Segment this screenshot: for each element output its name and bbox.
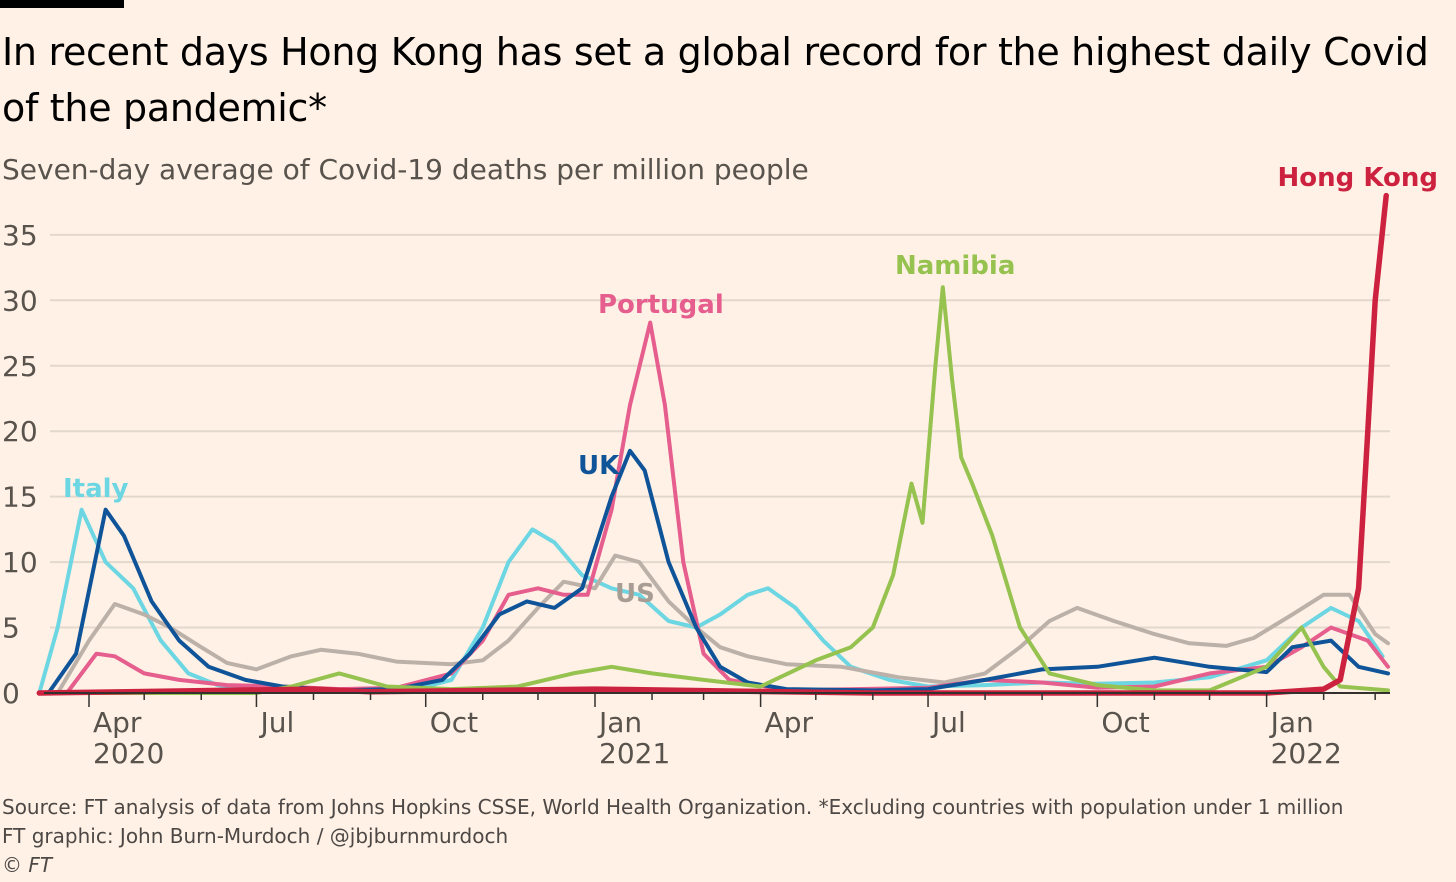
chart-title: In recent days Hong Kong has set a globa… <box>2 24 1456 136</box>
x-tick-label: Jul <box>930 706 966 739</box>
y-tick-label: 5 <box>2 612 20 645</box>
credit-note: FT graphic: John Burn-Murdoch / @jbjburn… <box>2 824 509 848</box>
series-label-uk: UK <box>578 451 620 481</box>
series-line-uk <box>46 448 1390 695</box>
x-tick-label: Jan <box>597 706 642 739</box>
copyright: © FT <box>2 853 53 877</box>
x-tick-label: Apr <box>765 706 814 739</box>
x-tick-label: Jan <box>1269 706 1314 739</box>
x-tick-label: Jul <box>258 706 294 739</box>
y-tick-label: 25 <box>2 350 38 383</box>
series-line-portugal <box>64 320 1390 695</box>
title-line-1: In recent days Hong Kong has set a globa… <box>2 30 1429 74</box>
title-line-2: of the pandemic* <box>2 86 327 130</box>
ft-brand-bar <box>0 0 124 8</box>
y-tick-label: 10 <box>2 546 38 579</box>
series-line-italy <box>37 507 1385 695</box>
x-tick-year: 2020 <box>93 737 164 770</box>
x-tick-year: 2021 <box>599 737 670 770</box>
series-line-namibia <box>37 285 1390 695</box>
chart-subtitle: Seven-day average of Covid-19 deaths per… <box>2 153 809 186</box>
x-tick-label: Oct <box>1101 706 1149 739</box>
series-label-namibia: Namibia <box>895 251 1015 281</box>
series-label-hong-kong: Hong Kong <box>1278 163 1438 193</box>
series-label-portugal: Portugal <box>598 290 724 320</box>
y-tick-label: 15 <box>2 481 38 514</box>
series-line-hong-kong <box>36 192 1389 696</box>
x-tick-label: Apr <box>93 706 142 739</box>
y-tick-label: 20 <box>2 415 38 448</box>
series-label-us: US <box>615 579 655 609</box>
y-tick-label: 35 <box>2 219 38 252</box>
x-tick-label: Oct <box>430 706 478 739</box>
y-tick-label: 30 <box>2 284 38 317</box>
source-note: Source: FT analysis of data from Johns H… <box>2 795 1344 819</box>
series-line-us <box>55 553 1390 695</box>
y-tick-label: 0 <box>2 677 20 710</box>
series-label-italy: Italy <box>63 474 129 504</box>
x-tick-year: 2022 <box>1271 737 1342 770</box>
